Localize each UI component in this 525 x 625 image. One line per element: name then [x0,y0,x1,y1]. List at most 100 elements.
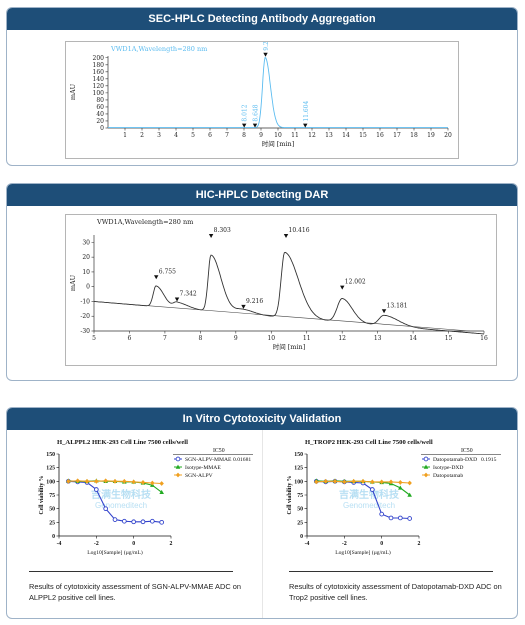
legend-label: Isotype-MMAE [185,465,221,471]
caption-rule-left [29,571,233,572]
peak-marker [283,233,289,238]
data-point [75,478,80,484]
data-point [159,489,164,494]
y-tick-label: 180 [93,62,105,69]
data-point [84,478,90,484]
x-axis-label: Log10[Sample] (µg/mL) [87,549,143,556]
cytotoxicity-panel: In Vitro Cytotoxicity Validation H_ALPPL… [6,407,518,619]
y-axis-label: mAU [69,274,77,291]
data-point [121,518,127,524]
chart-title: H_ALPPL2 HEK-293 Cell Line 7500 cells/we… [57,439,188,446]
x-tick-label: 2 [418,541,421,547]
watermark-cn: 吉满生物科技 [91,488,152,501]
y-tick-label: 160 [93,69,105,76]
hic-hplc-panel: HIC-HPLC Detecting DAR VWD1A,Wavelength=… [6,183,518,381]
y-tick-label: 0 [300,534,303,540]
x-tick-label: 2 [170,541,173,547]
y-tick-label: 150 [46,452,55,458]
y-tick-label: 100 [46,479,55,485]
legend-marker [423,464,429,469]
x-tick-label: 0 [132,541,135,547]
hic-hplc-chart: VWD1A,Wavelength=280 nm -30 -20 -10 0 10 20 30 5… [69,218,488,351]
y-tick-label: 40 [96,111,104,118]
data-point [94,478,99,484]
legend-label: SGN-ALPV [185,473,213,479]
peak-marker [242,123,247,128]
data-point [397,515,403,521]
data-point [332,478,338,484]
data-point [103,506,109,512]
y-tick-label: 0 [100,125,104,132]
peak-marker [241,304,246,309]
data-point [407,516,413,521]
legend-ic50-value: 0.01681 [233,457,251,463]
legend-label: Datopotamab-DXD [433,457,477,463]
legend-marker [175,456,181,462]
x-tick-label: 5 [191,132,195,139]
peak-label: 9.216 [246,298,263,305]
chart-title: VWD1A,Wavelength=280 nm [96,218,193,226]
peak-marker [340,285,345,290]
data-point [103,478,108,484]
legend-label: SGN-ALPV-MMAE [185,457,232,463]
data-point [140,519,146,525]
x-tick-label: 6 [208,132,212,139]
data-point [112,478,118,484]
peak-label: 8.012 [242,104,249,121]
y-tick-label: 75 [49,493,55,499]
x-tick-label: 9 [259,132,263,139]
cytotoxicity-chart-alppl2: H_ALPPL2 HEK-293 Cell Line 7500 cells/we… [39,439,253,556]
y-axis-label: mAU [69,83,77,100]
x-tick-label: 16 [376,132,384,139]
x-tick-label: 10 [274,132,282,139]
y-tick-label: 120 [93,83,105,90]
y-tick-label: 125 [294,466,303,472]
x-tick-label: 12 [308,132,316,139]
legend-marker [423,472,429,478]
data-point [66,478,71,484]
peak-marker [381,309,387,314]
x-tick-label: 8 [242,132,246,139]
peak-label: 12.002 [345,279,366,286]
peak-marker [208,233,214,238]
legend-label: Isotype-DXD [433,465,463,471]
x-tick-label: 20 [444,132,452,139]
x-tick-label: 9 [234,335,238,342]
data-point [159,481,164,486]
x-tick-label: 4 [174,132,178,139]
y-tick-label: 60 [96,104,104,111]
legend-marker [175,472,181,478]
data-point [407,492,412,497]
legend-marker [423,456,429,462]
y-tick-label: -10 [80,298,90,305]
y-tick-label: 50 [49,507,55,513]
chromatogram-trace [108,56,448,129]
sec-chart-frame: VWD1A,Wavelength=280 nm 0 20 40 60 80 100 120 14… [65,41,459,159]
y-tick-label: 0 [52,534,55,540]
data-point [398,480,403,485]
y-tick-label: 10 [82,269,90,276]
peak-marker [174,297,180,302]
x-tick-label: 6 [128,335,132,342]
data-point [122,478,127,484]
watermark-cn: 吉满生物科技 [339,488,400,501]
data-point [159,519,165,525]
data-point [323,478,328,484]
watermark-en: Genomeditech [343,501,395,510]
legend-header: IC50 [213,448,225,454]
data-point [131,519,137,525]
x-tick-label: 1 [123,132,127,139]
y-tick-label: 20 [82,254,90,261]
x-tick-label: 10 [267,335,275,342]
x-tick-label: 15 [359,132,367,139]
data-point [388,479,394,485]
sec-hplc-panel: SEC-HPLC Detecting Antibody Aggregation … [6,7,518,166]
y-tick-label: 25 [49,520,55,526]
x-tick-label: 15 [445,335,453,342]
x-tick-label: -4 [305,541,310,547]
peak-label: 10.416 [289,227,310,234]
data-point [351,478,356,484]
caption-right: Results of cytotoxicity assessment of Da… [289,582,502,602]
peak-label: 8.303 [214,227,231,234]
data-point [379,511,385,517]
